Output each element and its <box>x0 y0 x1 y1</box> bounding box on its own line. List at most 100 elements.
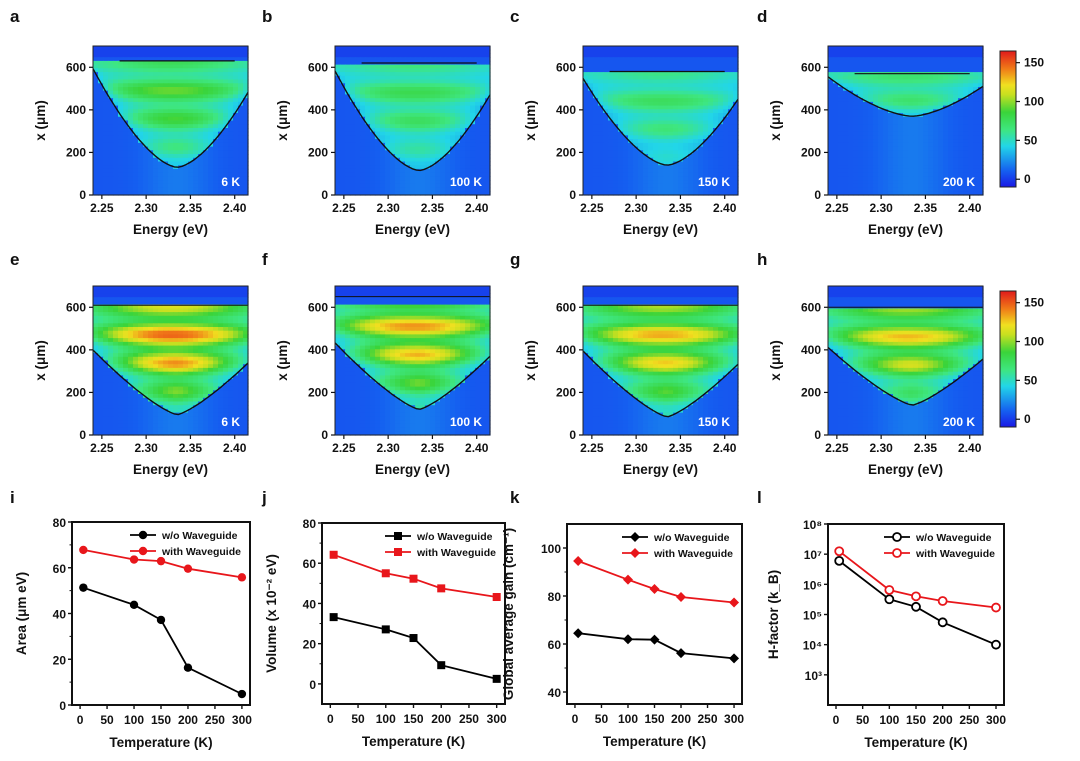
heatmap-cell <box>168 180 174 185</box>
heatmap-cell <box>593 168 599 174</box>
heatmap-cell <box>218 49 224 54</box>
heatmap-cell <box>648 191 654 196</box>
heatmap-cell <box>903 131 909 136</box>
heatmap-cell <box>485 165 491 170</box>
heatmap-cell <box>118 46 124 51</box>
heatmap-cell <box>973 60 979 66</box>
heatmap-cell <box>128 49 134 54</box>
heatmap-cell <box>883 139 889 144</box>
heatmap-cell <box>608 150 614 155</box>
heatmap-cell <box>688 176 694 181</box>
heatmap-cell <box>918 49 924 54</box>
heatmap-cell <box>123 176 129 181</box>
heatmap-cell <box>848 142 854 148</box>
heatmap-cell <box>943 139 949 144</box>
heatmap-cell <box>198 172 204 177</box>
heatmap-cell <box>173 154 179 159</box>
heatmap-cell <box>460 94 466 99</box>
heatmap-cell <box>858 139 864 144</box>
heatmap-cell <box>103 139 109 144</box>
heatmap-cell <box>400 57 406 62</box>
heatmap-cell <box>583 87 589 92</box>
heatmap-cell <box>415 64 421 69</box>
heatmap-cell <box>138 60 144 66</box>
heatmap-cell <box>663 183 669 189</box>
heatmap-cell <box>908 53 914 58</box>
heatmap-cell <box>183 116 189 122</box>
heatmap-cell <box>603 90 609 95</box>
heatmap-cell <box>978 120 984 125</box>
heatmap-cell <box>918 64 924 69</box>
heatmap-cell <box>340 68 346 73</box>
heatmap-cell <box>365 172 371 177</box>
heatmap-cell <box>613 98 619 103</box>
heatmap-cell <box>633 157 639 163</box>
heatmap-cell <box>390 161 396 166</box>
heatmap-cell <box>450 165 456 170</box>
heatmap-cell <box>848 116 854 122</box>
heatmap-cell <box>833 120 839 125</box>
heatmap-cell <box>598 191 604 196</box>
heatmap-cell <box>410 128 416 133</box>
heatmap-cell <box>898 57 904 62</box>
heatmap-cell <box>668 53 674 58</box>
heatmap-cell <box>628 124 634 129</box>
heatmap-cell <box>608 109 614 114</box>
heatmap-cell <box>153 79 159 84</box>
heatmap-cell <box>688 172 694 177</box>
heatmap-cell <box>883 79 889 84</box>
heatmap-cell <box>233 105 239 110</box>
heatmap-cell <box>638 87 644 92</box>
heatmap-cell <box>608 157 614 163</box>
heatmap-cell <box>843 64 849 69</box>
heatmap-cell <box>133 98 139 103</box>
heatmap-cell <box>415 101 421 107</box>
heatmap-cell <box>643 180 649 185</box>
heatmap-cell <box>668 60 674 66</box>
heatmap-cell <box>455 113 461 118</box>
heatmap-cell <box>893 150 899 155</box>
heatmap-cell <box>603 94 609 99</box>
heatmap-cell <box>923 68 929 73</box>
heatmap-cell <box>873 79 879 84</box>
heatmap-cell <box>643 105 649 110</box>
heatmap-cell <box>188 154 194 159</box>
heatmap-cell <box>603 75 609 81</box>
heatmap-cell <box>465 113 471 118</box>
heatmap-cell <box>420 172 426 177</box>
heatmap-cell <box>183 183 189 189</box>
heatmap-cell <box>455 49 461 54</box>
heatmap-cell <box>853 57 859 62</box>
heatmap-cell <box>733 124 739 129</box>
heatmap-cell <box>415 161 421 166</box>
heatmap-cell <box>618 113 624 118</box>
heatmap-cell <box>903 142 909 148</box>
heatmap-cell <box>193 135 199 140</box>
heatmap-cell <box>643 83 649 88</box>
heatmap-cell <box>903 98 909 103</box>
heatmap-cell <box>623 183 629 189</box>
heatmap-cell <box>415 191 421 196</box>
heatmap-cell <box>465 135 471 140</box>
heatmap-cell <box>163 98 169 103</box>
heatmap-cell <box>163 109 169 114</box>
heatmap-cell <box>193 90 199 95</box>
heatmap-cell <box>638 72 644 77</box>
heatmap-cell <box>628 109 634 114</box>
heatmap-cell <box>435 180 441 185</box>
heatmap-cell <box>733 128 739 133</box>
heatmap-cell <box>203 180 209 185</box>
heatmap-cell <box>93 64 99 69</box>
heatmap-cell <box>460 180 466 185</box>
heatmap-cell <box>365 168 371 174</box>
heatmap-cell <box>953 157 959 163</box>
heatmap-cell <box>873 187 879 192</box>
heatmap-cell <box>973 72 979 77</box>
heatmap-cell <box>638 157 644 163</box>
heatmap-cell <box>238 98 244 103</box>
heatmap-cell <box>360 172 366 177</box>
heatmap-cell <box>118 183 124 189</box>
heatmap-cell <box>683 183 689 189</box>
heatmap-cell <box>228 90 234 95</box>
heatmap-cell <box>108 128 114 133</box>
